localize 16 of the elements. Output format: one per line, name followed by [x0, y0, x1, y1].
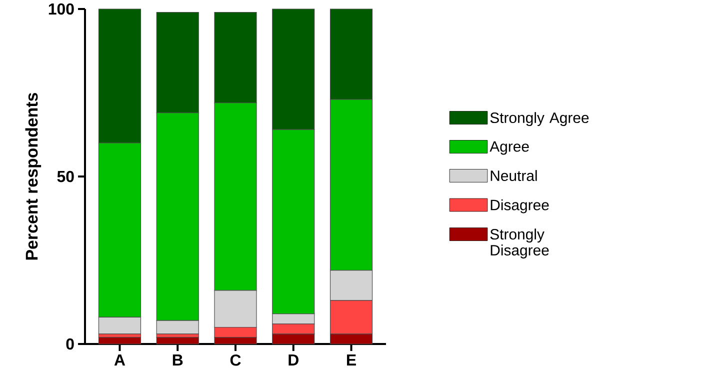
x-tick-label: A	[114, 354, 126, 366]
legend-label: Strongly Disagree	[490, 228, 549, 258]
y-axis-title: Percent respondents	[25, 92, 42, 260]
legend-label: Strongly Agree	[490, 112, 589, 126]
y-tick-label: 100	[48, 3, 74, 15]
bar	[98, 337, 142, 344]
x-tick-label: C	[230, 354, 241, 366]
bar	[156, 337, 199, 344]
legend-label: Neutral	[490, 170, 537, 182]
legend-label: Disagree	[490, 199, 549, 214]
x-tick-label: E	[347, 354, 356, 366]
text: Agree	[490, 141, 529, 155]
y-tick-label: 0	[66, 338, 74, 350]
x-tick-label: D	[288, 354, 298, 366]
y-tick-label: 50	[57, 170, 74, 182]
x-tick-label: B	[172, 354, 183, 366]
